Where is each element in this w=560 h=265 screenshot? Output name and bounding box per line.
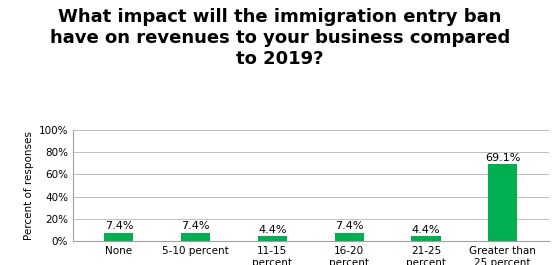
Text: 4.4%: 4.4% bbox=[258, 224, 287, 235]
Bar bbox=[488, 164, 517, 241]
Bar bbox=[104, 233, 133, 241]
Text: 69.1%: 69.1% bbox=[485, 153, 520, 162]
Bar bbox=[258, 236, 287, 241]
Text: 7.4%: 7.4% bbox=[181, 221, 210, 231]
Text: 4.4%: 4.4% bbox=[412, 224, 440, 235]
Text: 7.4%: 7.4% bbox=[335, 221, 363, 231]
Y-axis label: Percent of responses: Percent of responses bbox=[24, 131, 34, 240]
Bar bbox=[335, 233, 364, 241]
Text: What impact will the immigration entry ban
have on revenues to your business com: What impact will the immigration entry b… bbox=[50, 8, 510, 68]
Bar bbox=[412, 236, 441, 241]
Bar bbox=[181, 233, 210, 241]
Text: 7.4%: 7.4% bbox=[105, 221, 133, 231]
